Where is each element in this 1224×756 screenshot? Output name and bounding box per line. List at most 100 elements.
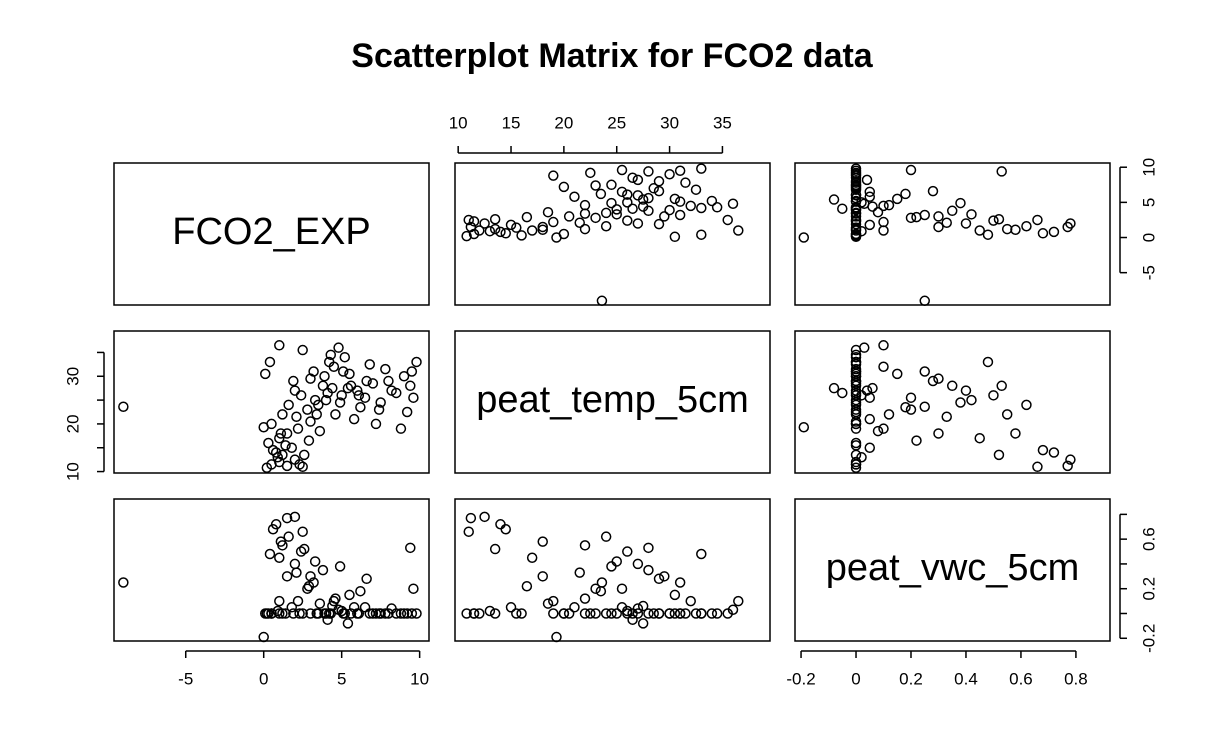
point	[850, 390, 862, 401]
point	[892, 193, 903, 205]
point	[281, 571, 293, 582]
point	[850, 163, 862, 174]
point	[988, 215, 999, 226]
point	[982, 356, 994, 368]
tick-label: 10	[410, 669, 429, 688]
point	[706, 608, 718, 619]
tick-label: -0.2	[1139, 624, 1158, 653]
point	[955, 197, 966, 209]
point	[289, 385, 301, 396]
point	[359, 392, 371, 403]
point	[883, 409, 895, 420]
point	[905, 404, 917, 415]
point	[966, 394, 977, 406]
point	[864, 219, 876, 231]
point	[322, 614, 333, 625]
point	[722, 608, 733, 619]
tick-label: 15	[502, 113, 521, 132]
tick-label: 30	[63, 367, 82, 386]
tick-label: 10	[1139, 158, 1158, 177]
point	[856, 452, 867, 463]
point	[850, 349, 862, 361]
point	[288, 375, 299, 387]
point	[288, 608, 299, 619]
point	[690, 184, 702, 195]
point	[342, 382, 354, 394]
point	[311, 409, 322, 420]
point	[484, 225, 496, 237]
point	[569, 602, 580, 613]
point	[281, 428, 293, 439]
point	[669, 608, 681, 619]
point	[861, 385, 873, 396]
point	[600, 207, 612, 219]
point	[900, 401, 911, 413]
point	[548, 595, 559, 607]
point	[339, 351, 351, 363]
point	[537, 221, 548, 233]
tick-label: -0.2	[786, 669, 815, 688]
point	[484, 605, 496, 617]
point	[308, 366, 319, 377]
point	[850, 404, 862, 415]
point	[297, 461, 308, 473]
point	[606, 197, 617, 209]
point	[258, 631, 269, 643]
point	[711, 608, 723, 619]
point	[118, 577, 129, 588]
point	[850, 459, 862, 470]
point	[878, 216, 889, 228]
point	[272, 452, 283, 463]
point	[327, 600, 338, 612]
point	[558, 181, 570, 193]
point	[260, 608, 271, 619]
panel	[454, 498, 771, 642]
point	[348, 413, 360, 425]
point	[1010, 224, 1021, 236]
point	[267, 523, 279, 535]
point	[303, 435, 315, 446]
point	[297, 526, 308, 537]
point	[274, 432, 285, 444]
point	[364, 359, 375, 370]
point	[309, 394, 321, 406]
point	[659, 211, 670, 222]
point	[298, 543, 310, 555]
point	[367, 608, 379, 619]
point	[600, 608, 612, 619]
point	[850, 208, 862, 219]
point	[622, 608, 633, 619]
point	[933, 221, 944, 233]
point	[850, 231, 862, 243]
point	[291, 567, 302, 578]
point	[733, 595, 744, 607]
point	[344, 368, 355, 380]
point	[537, 536, 548, 547]
tick-label: 35	[713, 113, 732, 132]
point	[828, 382, 840, 394]
tick-label: 10	[63, 462, 82, 481]
point	[542, 598, 554, 609]
point	[850, 177, 862, 188]
point	[696, 548, 707, 560]
point	[1010, 428, 1021, 439]
point	[960, 218, 972, 229]
point	[294, 459, 305, 470]
point	[294, 608, 305, 619]
point	[653, 176, 665, 187]
point	[461, 608, 472, 619]
point	[328, 595, 340, 607]
point	[798, 232, 810, 243]
point	[850, 228, 862, 240]
point	[375, 397, 386, 408]
point	[401, 406, 413, 418]
point	[600, 221, 612, 232]
point	[1021, 399, 1032, 411]
point	[305, 416, 316, 427]
point	[408, 392, 419, 403]
point	[850, 170, 862, 181]
point	[474, 225, 485, 236]
point	[685, 595, 696, 607]
point	[850, 344, 862, 356]
point	[632, 603, 644, 614]
